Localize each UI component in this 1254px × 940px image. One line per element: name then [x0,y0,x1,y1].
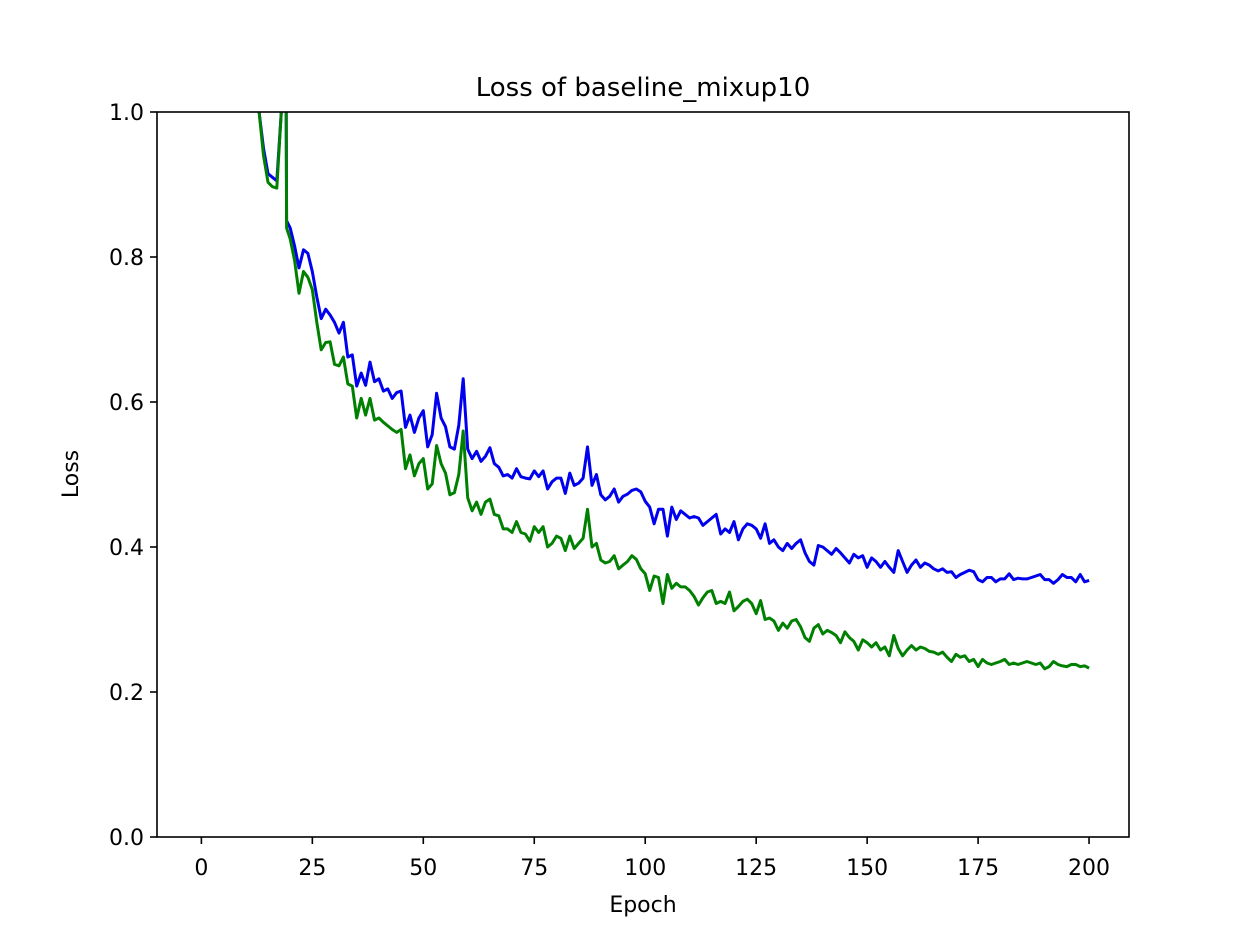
y-axis: 0.0 0.2 0.4 0.6 0.8 1.0 [109,101,157,851]
x-tick-label: 175 [957,856,999,881]
y-tick-label: 0.2 [109,681,144,706]
x-tick-label: 0 [194,856,208,881]
y-axis-label: Loss [59,450,84,498]
y-tick-label: 1.0 [109,101,144,126]
y-tick-label: 0.0 [109,826,144,851]
x-axis-label: Epoch [609,893,676,918]
x-tick-label: 125 [735,856,777,881]
series-layer [257,112,1090,671]
y-tick-label: 0.4 [109,536,144,561]
x-tick-label: 75 [520,856,548,881]
series-line-2 [257,112,1090,671]
x-tick-label: 200 [1068,856,1110,881]
x-axis: 0 25 50 75 100 125 150 175 200 [194,837,1110,881]
x-tick-label: 150 [846,856,888,881]
y-tick-label: 0.6 [109,391,144,416]
x-tick-label: 25 [298,856,326,881]
x-tick-label: 50 [409,856,437,881]
y-tick-label: 0.8 [109,246,144,271]
series-line-1 [257,112,1090,585]
chart-title: Loss of baseline_mixup10 [476,73,811,103]
plot-frame [156,111,1130,838]
x-tick-label: 100 [624,856,666,881]
